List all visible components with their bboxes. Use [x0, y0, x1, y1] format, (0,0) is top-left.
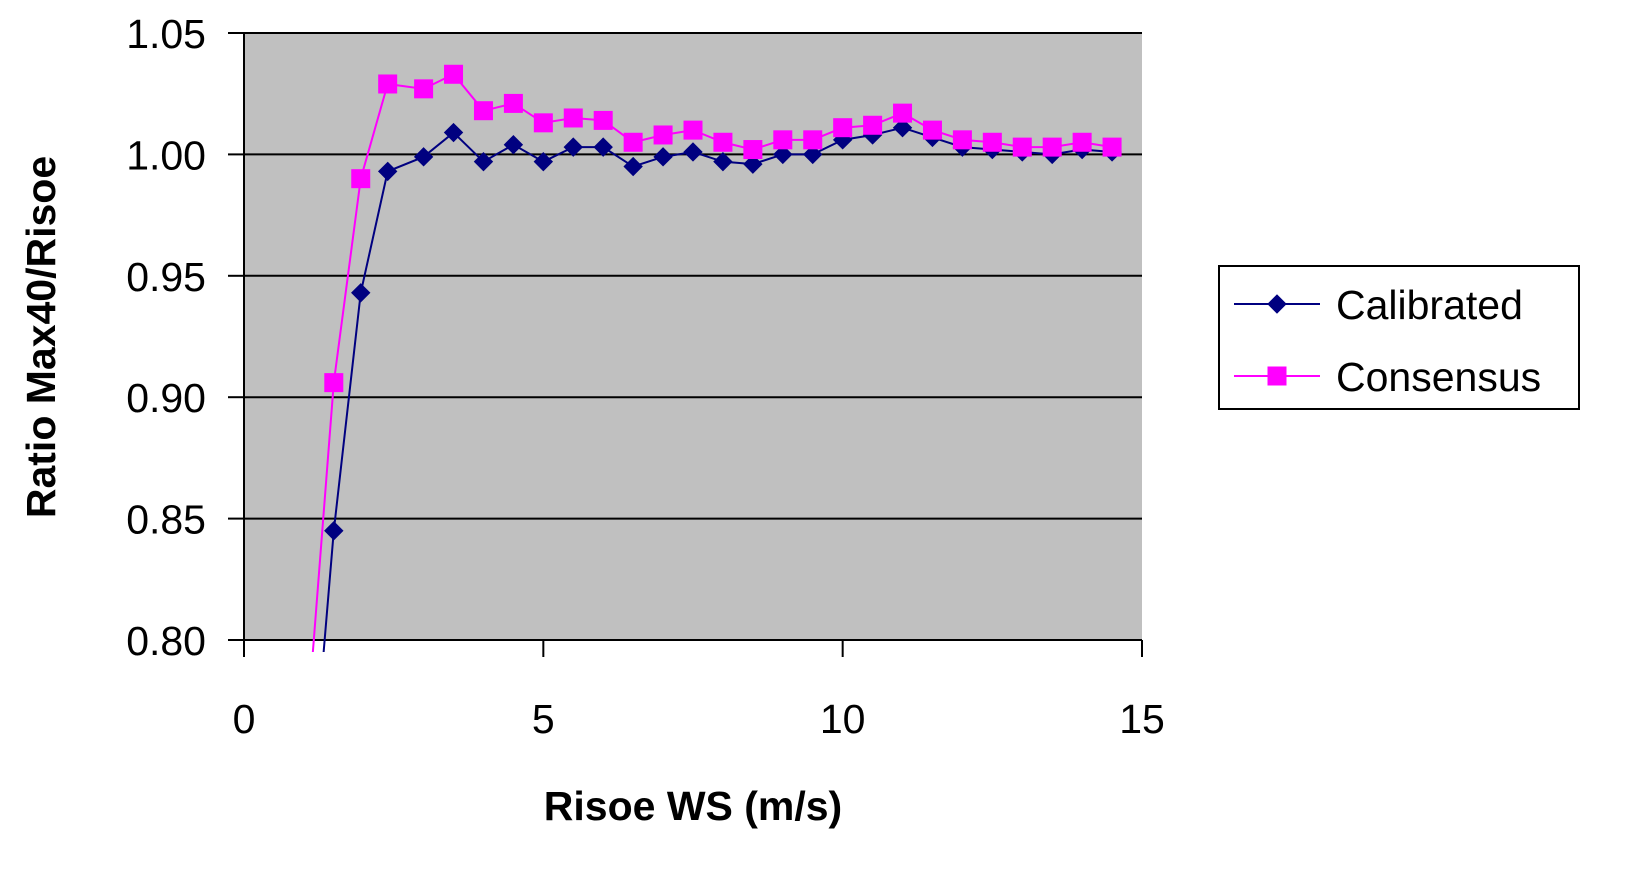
legend-marker — [1267, 294, 1287, 314]
data-point — [533, 151, 554, 172]
y-axis-label: Ratio Max40/Risoe — [18, 156, 64, 518]
x-axis-ticks: 0 5 10 15 — [233, 640, 1165, 742]
data-point — [743, 154, 763, 174]
legend-marker — [1267, 366, 1287, 386]
data-point — [351, 169, 371, 189]
data-point — [503, 93, 523, 113]
data-point — [377, 161, 398, 182]
data-point — [533, 113, 553, 133]
x-tick-label: 15 — [1119, 696, 1165, 742]
data-point — [653, 147, 673, 167]
data-point — [623, 132, 643, 152]
data-point — [473, 151, 494, 172]
data-point — [444, 64, 464, 84]
data-point — [683, 142, 703, 162]
data-point — [1012, 137, 1032, 157]
y-tick-label: 0.90 — [126, 375, 206, 421]
data-point — [413, 147, 434, 167]
y-tick-label: 0.95 — [126, 254, 206, 300]
data-point — [324, 521, 344, 541]
data-point — [773, 144, 793, 165]
y-axis-ticks: 0.80 0.85 0.90 0.95 1.00 1.05 — [126, 11, 244, 664]
legend-label: Consensus — [1336, 354, 1541, 400]
data-point — [773, 130, 793, 150]
series-layer — [311, 64, 1122, 652]
data-point — [1102, 137, 1122, 157]
data-point — [922, 120, 942, 140]
data-point — [803, 130, 823, 150]
data-point — [743, 140, 763, 160]
data-point — [803, 144, 823, 165]
data-point — [623, 156, 643, 177]
data-point — [952, 130, 972, 150]
data-point — [443, 122, 464, 143]
x-tick-label: 10 — [820, 696, 866, 742]
data-point — [1042, 137, 1062, 157]
data-point — [833, 118, 853, 138]
series-line — [311, 73, 1113, 652]
data-point — [414, 79, 434, 99]
y-tick-label: 0.85 — [126, 497, 206, 543]
data-point — [563, 137, 583, 157]
x-tick-label: 5 — [532, 696, 555, 742]
data-point — [324, 373, 344, 393]
data-point — [982, 132, 1002, 152]
y-tick-label: 1.00 — [126, 132, 206, 178]
legend: Calibrated Consensus — [1218, 265, 1580, 410]
data-point — [713, 132, 733, 152]
data-point — [863, 115, 883, 135]
series-line — [322, 126, 1113, 652]
data-point — [378, 74, 398, 94]
y-tick-label: 1.05 — [126, 11, 206, 57]
data-point — [593, 137, 613, 157]
x-axis-label: Risoe WS (m/s) — [544, 783, 842, 829]
data-point — [892, 117, 913, 138]
data-point — [503, 134, 524, 155]
x-tick-label: 0 — [233, 696, 256, 742]
data-point — [893, 103, 913, 123]
data-point — [593, 110, 613, 130]
series-consensus — [311, 64, 1122, 652]
data-point — [563, 108, 583, 128]
data-point — [653, 125, 673, 145]
legend-entries: Calibrated Consensus — [1234, 282, 1541, 400]
data-point — [683, 120, 703, 140]
data-point — [713, 151, 733, 172]
data-point — [351, 283, 371, 303]
axes — [243, 33, 1142, 641]
data-point — [473, 101, 493, 121]
data-point — [1072, 132, 1092, 152]
legend-label: Calibrated — [1336, 282, 1523, 328]
y-tick-label: 0.80 — [126, 618, 206, 664]
